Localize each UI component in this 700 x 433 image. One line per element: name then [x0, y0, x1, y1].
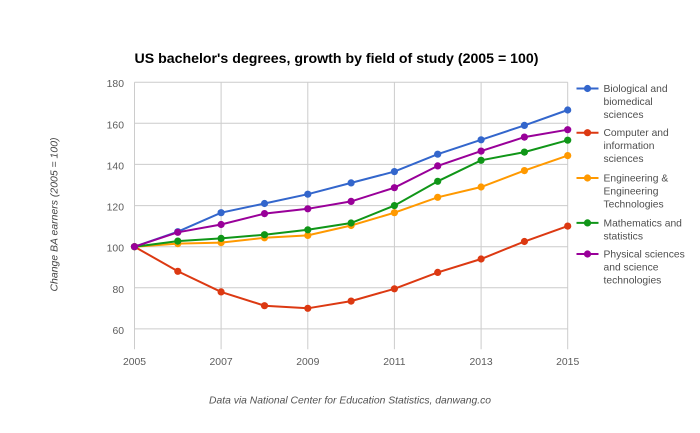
svg-text:120: 120	[107, 203, 125, 214]
svg-text:statistics: statistics	[604, 231, 643, 242]
svg-text:160: 160	[107, 120, 125, 131]
svg-text:Biological and: Biological and	[604, 84, 668, 95]
svg-text:2005: 2005	[123, 357, 146, 368]
svg-text:information: information	[604, 141, 655, 152]
svg-text:80: 80	[112, 285, 124, 296]
svg-text:Physical sciences: Physical sciences	[604, 249, 685, 260]
svg-text:Technologies: Technologies	[604, 199, 664, 210]
svg-text:Engineering: Engineering	[604, 186, 659, 197]
svg-text:60: 60	[112, 326, 124, 337]
svg-text:Engineering &: Engineering &	[604, 173, 669, 184]
svg-text:2015: 2015	[556, 357, 579, 368]
svg-text:sciences: sciences	[604, 110, 644, 121]
svg-text:180: 180	[107, 79, 125, 90]
svg-text:2007: 2007	[210, 357, 233, 368]
svg-text:technologies: technologies	[604, 275, 662, 286]
svg-text:biomedical: biomedical	[604, 97, 653, 108]
svg-text:Mathematics and: Mathematics and	[604, 218, 683, 229]
svg-text:Change BA earners (2005 = 100): Change BA earners (2005 = 100)	[49, 138, 61, 292]
svg-text:Computer and: Computer and	[604, 128, 670, 139]
svg-text:2011: 2011	[383, 357, 406, 368]
svg-text:US bachelor's degrees, growth: US bachelor's degrees, growth by field o…	[135, 50, 539, 66]
svg-text:140: 140	[107, 161, 125, 172]
svg-text:100: 100	[107, 244, 125, 255]
svg-text:sciences: sciences	[604, 154, 644, 165]
svg-text:2009: 2009	[296, 357, 319, 368]
svg-text:Data via National Center for E: Data via National Center for Education S…	[209, 395, 491, 407]
svg-text:2013: 2013	[470, 357, 493, 368]
svg-text:and science: and science	[604, 262, 659, 273]
